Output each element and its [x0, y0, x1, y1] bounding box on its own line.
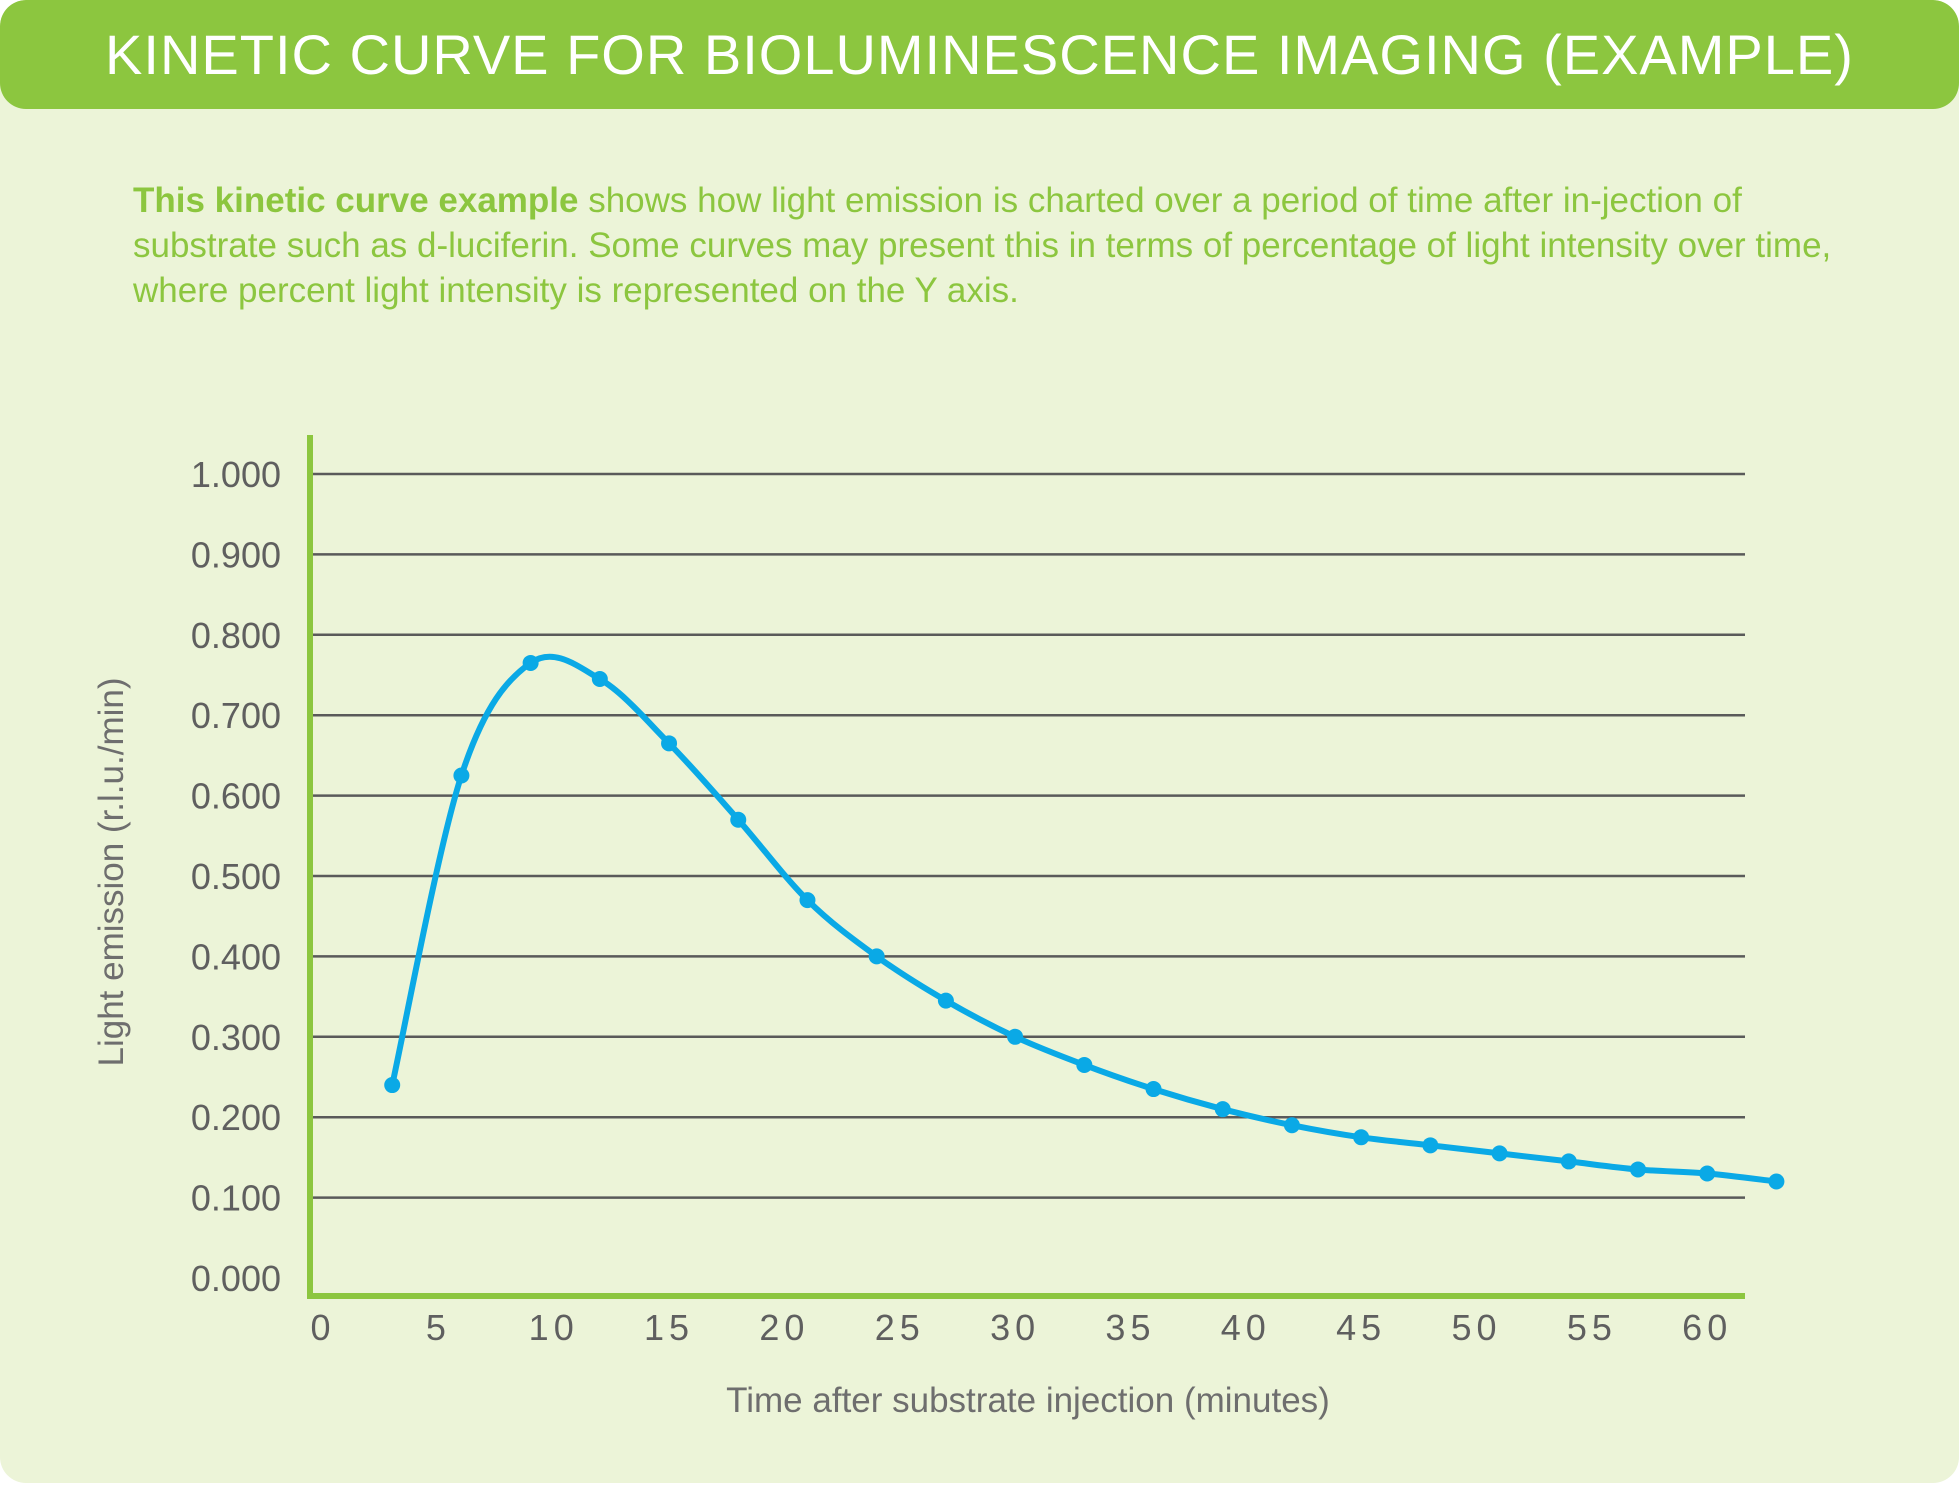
- x-tick-label: 55: [1567, 1307, 1617, 1348]
- y-tick-label: 0.100: [191, 1178, 281, 1219]
- data-point: [937, 992, 954, 1009]
- data-point: [1768, 1173, 1785, 1190]
- y-tick-label: 1.000: [191, 454, 281, 495]
- x-tick-label: 20: [759, 1307, 809, 1348]
- x-axis-title: Time after substrate injection (minutes): [726, 1381, 1330, 1420]
- y-tick-label: 0.900: [191, 534, 281, 575]
- intro-paragraph: This kinetic curve example shows how lig…: [133, 178, 1833, 313]
- y-tick-label: 0.200: [191, 1097, 281, 1138]
- data-point: [730, 811, 747, 828]
- data-point: [1214, 1101, 1231, 1118]
- header-banner: KINETIC CURVE FOR BIOLUMINESCENCE IMAGIN…: [0, 0, 1959, 109]
- x-tick-label: 15: [644, 1307, 694, 1348]
- y-tick-label: 0.400: [191, 936, 281, 977]
- data-point: [384, 1077, 401, 1094]
- y-tick-label: 0.500: [191, 856, 281, 897]
- data-point: [522, 654, 539, 671]
- series-line: [389, 653, 1780, 1185]
- y-tick-label: 0.800: [191, 615, 281, 656]
- x-tick-label: 40: [1221, 1307, 1271, 1348]
- y-tick-label: 0.000: [191, 1258, 281, 1299]
- x-tick-label: 25: [875, 1307, 925, 1348]
- data-point: [1422, 1137, 1439, 1154]
- data-point: [591, 671, 608, 688]
- page-title: KINETIC CURVE FOR BIOLUMINESCENCE IMAGIN…: [105, 23, 1854, 86]
- x-tick-label: 30: [990, 1307, 1040, 1348]
- x-tick-label: 0: [310, 1307, 335, 1348]
- x-tick-label: 35: [1105, 1307, 1155, 1348]
- data-point: [661, 735, 678, 752]
- data-point: [1283, 1117, 1300, 1134]
- data-point: [1491, 1145, 1508, 1162]
- y-tick-label: 0.300: [191, 1017, 281, 1058]
- y-tick-label: 0.600: [191, 776, 281, 817]
- y-axis-title: Light emission (r.l.u./min): [92, 677, 131, 1066]
- x-tick-label: 45: [1336, 1307, 1386, 1348]
- data-point: [1629, 1161, 1646, 1178]
- data-point: [1007, 1028, 1024, 1045]
- data-point: [799, 892, 816, 909]
- data-point: [1699, 1165, 1716, 1182]
- x-tick-label: 50: [1451, 1307, 1501, 1348]
- data-point: [1076, 1056, 1093, 1073]
- x-tick-label: 5: [426, 1307, 451, 1348]
- intro-text: shows how light emission is charted over…: [133, 181, 1832, 310]
- data-point: [1145, 1081, 1162, 1098]
- intro-lead: This kinetic curve example: [133, 181, 579, 220]
- x-tick-label: 10: [529, 1307, 579, 1348]
- data-point: [868, 948, 885, 965]
- data-point: [1353, 1129, 1370, 1146]
- data-point: [1560, 1153, 1577, 1170]
- data-point: [453, 767, 470, 784]
- x-tick-label: 60: [1682, 1307, 1732, 1348]
- y-tick-label: 0.700: [191, 695, 281, 736]
